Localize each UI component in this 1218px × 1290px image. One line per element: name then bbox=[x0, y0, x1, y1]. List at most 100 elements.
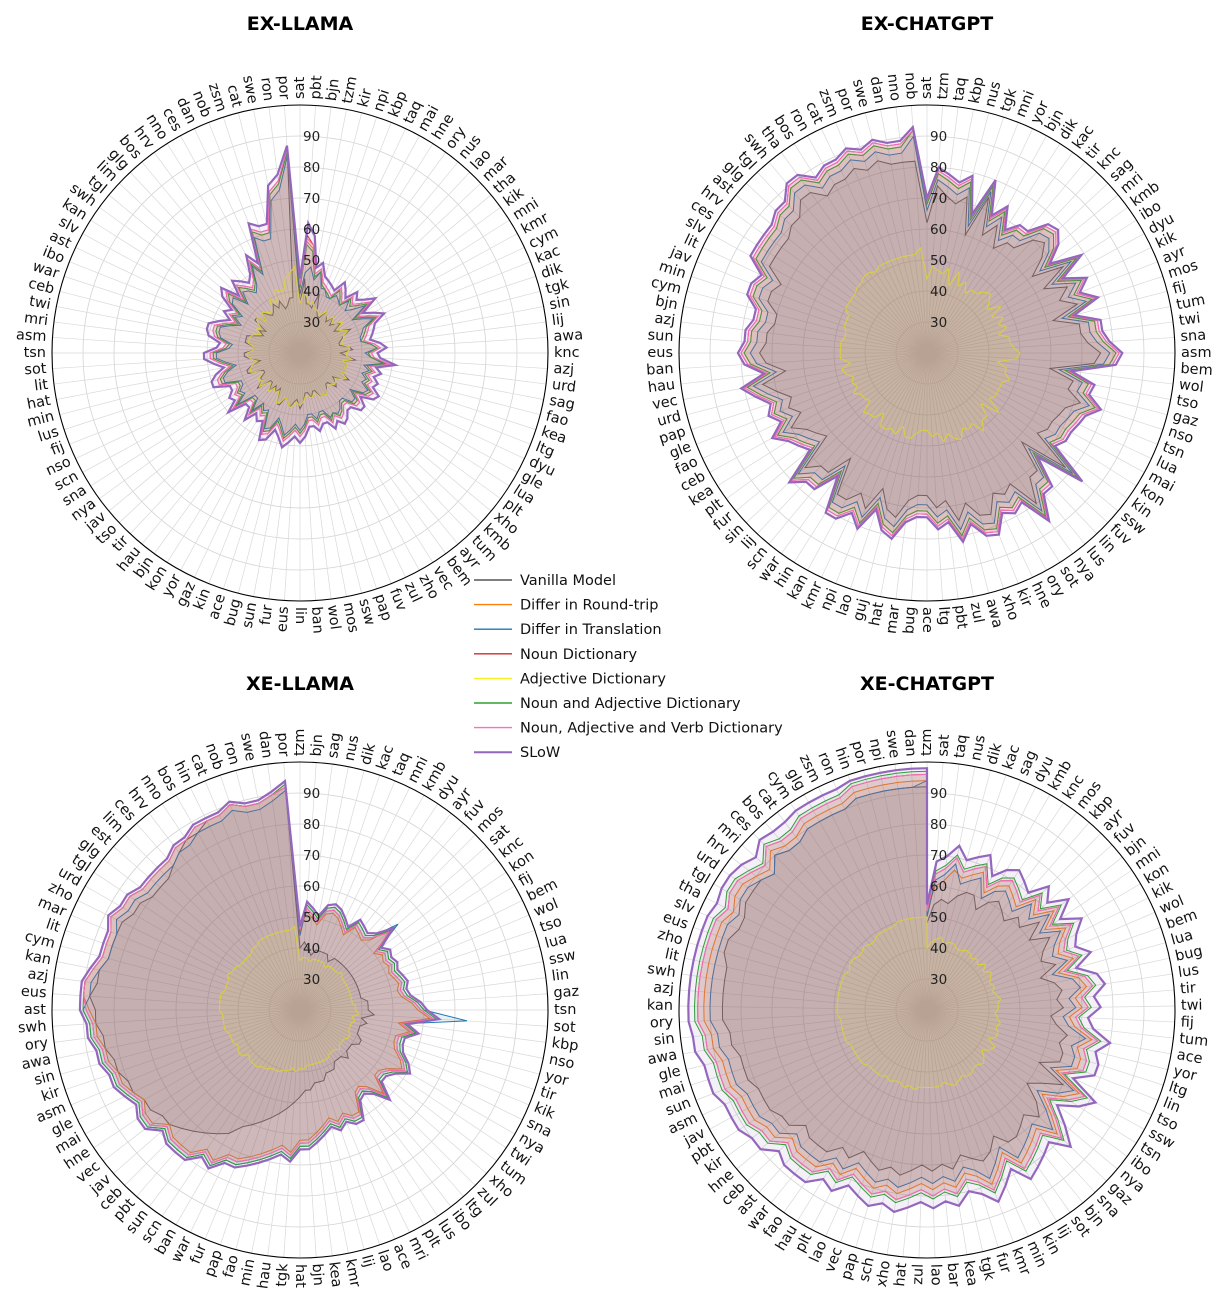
series-noun-adjective-and-verb-dictionary bbox=[740, 129, 1120, 540]
category-label: fij bbox=[49, 439, 67, 459]
grid-spoke bbox=[926, 1009, 1159, 1101]
grid-spoke bbox=[702, 247, 928, 354]
grid-spoke bbox=[299, 352, 492, 512]
grid-spoke bbox=[268, 352, 301, 600]
category-label: lus bbox=[36, 424, 61, 446]
category-label: twi bbox=[1181, 998, 1203, 1014]
grid-spoke bbox=[696, 352, 928, 445]
category-label: mai bbox=[657, 1079, 688, 1102]
category-label: kea bbox=[960, 1259, 980, 1287]
series-noun-and-adjective-dictionary bbox=[743, 128, 1117, 537]
grid-spoke bbox=[926, 109, 974, 354]
grid-spoke bbox=[681, 973, 928, 1011]
grid-spoke bbox=[918, 1009, 928, 1258]
grid-spoke bbox=[741, 844, 928, 1011]
grid-spoke bbox=[680, 352, 928, 385]
category-label: mri bbox=[23, 310, 49, 329]
grid-spoke bbox=[926, 926, 1161, 1011]
grid-spoke bbox=[299, 122, 392, 354]
grid-spoke bbox=[880, 109, 928, 354]
category-label: awa bbox=[20, 1052, 52, 1073]
category-label: war bbox=[31, 259, 61, 282]
category-label: fur bbox=[992, 1251, 1013, 1275]
grid-spoke bbox=[926, 352, 1061, 563]
grid-spoke bbox=[695, 1009, 928, 1101]
grid-spoke bbox=[299, 352, 510, 487]
grid-spoke bbox=[705, 897, 928, 1011]
category-label: pap bbox=[838, 1251, 861, 1282]
grid-spoke bbox=[926, 1009, 1014, 1243]
grid-spoke bbox=[926, 352, 1047, 571]
grid-spoke bbox=[926, 152, 1074, 354]
grid-spoke bbox=[253, 352, 301, 597]
r-tick-label: 30 bbox=[303, 315, 320, 331]
category-label: swe bbox=[237, 732, 258, 763]
grid-spoke bbox=[926, 352, 959, 600]
grid-spoke bbox=[59, 290, 301, 354]
grid-spoke bbox=[299, 1009, 365, 1250]
category-label: urd bbox=[551, 377, 577, 396]
r-tick-label: 60 bbox=[930, 879, 947, 895]
r-tick-label: 50 bbox=[303, 253, 320, 269]
grid-spoke bbox=[299, 276, 536, 354]
grid-spoke bbox=[299, 858, 497, 1011]
grid-spoke bbox=[926, 352, 1004, 589]
category-label: sag bbox=[548, 393, 576, 414]
category-label: sun bbox=[647, 327, 674, 345]
grid-spoke bbox=[926, 352, 1171, 400]
grid-spoke bbox=[299, 352, 548, 369]
r-tick-label: 30 bbox=[930, 315, 947, 331]
grid-spoke bbox=[807, 135, 928, 354]
grid-spoke bbox=[299, 1009, 464, 1197]
grid-spoke bbox=[683, 306, 928, 354]
category-label: kik bbox=[532, 1100, 558, 1123]
grid-spoke bbox=[299, 823, 464, 1011]
category-label: awa bbox=[553, 327, 584, 345]
series-slow bbox=[202, 145, 400, 450]
grid-spoke bbox=[299, 352, 536, 430]
grid-spoke bbox=[768, 161, 928, 354]
grid-spoke bbox=[299, 352, 363, 594]
grid-spoke bbox=[821, 128, 928, 354]
grid-spoke bbox=[894, 764, 928, 1011]
grid-spoke bbox=[926, 1005, 1175, 1011]
grid-spoke bbox=[926, 1009, 1058, 1222]
grid-spoke bbox=[726, 206, 928, 354]
grid-spoke bbox=[59, 352, 301, 416]
category-label: kir bbox=[39, 1084, 62, 1105]
grid-spoke bbox=[299, 233, 518, 354]
grid-spoke bbox=[204, 780, 301, 1011]
grid-spoke bbox=[166, 143, 301, 354]
category-label: cym bbox=[649, 274, 683, 297]
grid-spoke bbox=[219, 1009, 301, 1245]
grid-spoke bbox=[926, 352, 1137, 487]
grid-spoke bbox=[299, 352, 482, 524]
category-label: tir bbox=[538, 1084, 558, 1104]
grid-spoke bbox=[148, 1009, 301, 1207]
grid-spoke bbox=[85, 1009, 301, 1135]
category-label: kir bbox=[355, 87, 375, 109]
grid-spoke bbox=[299, 352, 406, 578]
grid-spoke bbox=[793, 352, 928, 563]
grid-spoke bbox=[136, 1009, 301, 1197]
panel-title: EX-CHATGPT bbox=[861, 13, 994, 35]
category-label: hin bbox=[831, 745, 853, 771]
category-label: nus bbox=[982, 80, 1004, 109]
grid-spoke bbox=[693, 926, 928, 1011]
grid-spoke bbox=[166, 352, 301, 563]
grid-spoke bbox=[53, 352, 301, 385]
category-label: azj bbox=[653, 980, 675, 998]
r-tick-label: 50 bbox=[930, 253, 947, 269]
grid-spoke bbox=[299, 766, 349, 1011]
grid-spoke bbox=[299, 1009, 523, 1121]
r-tick-label: 80 bbox=[930, 160, 947, 176]
category-label: ceb bbox=[27, 276, 56, 298]
grid-spoke bbox=[895, 352, 928, 600]
category-label: sin bbox=[653, 1031, 675, 1049]
grid-spoke bbox=[93, 1009, 301, 1149]
grid-spoke bbox=[926, 1009, 1168, 1070]
grid-spoke bbox=[299, 352, 544, 400]
grid-spoke bbox=[783, 1009, 928, 1213]
